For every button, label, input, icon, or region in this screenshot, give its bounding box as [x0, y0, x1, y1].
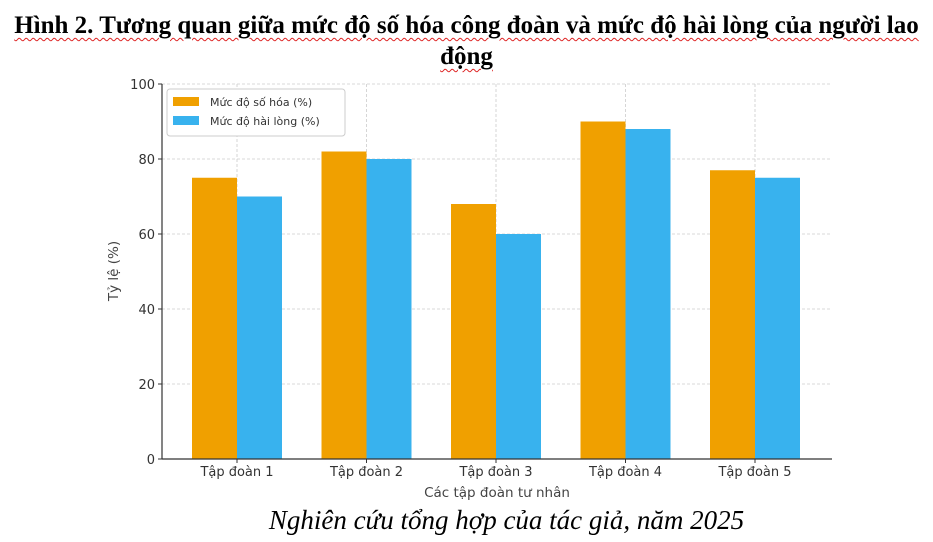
source-caption: Nghiên cứu tổng hợp của tác giả, năm 202… — [268, 505, 745, 535]
bar-digitalization — [321, 151, 367, 459]
figure-heading: Hình 2. Tương quan giữa mức độ số hóa cô… — [0, 10, 933, 72]
bar-digitalization — [451, 204, 496, 459]
y-tick-label: 20 — [138, 378, 155, 393]
legend-swatch — [173, 97, 199, 106]
legend-box — [166, 88, 346, 137]
figure-heading-text: Hình 2. Tương quan giữa mức độ số hóa cô… — [14, 12, 919, 70]
legend-label: Mức độ số hóa (%) — [210, 96, 312, 109]
bar-satisfaction — [237, 196, 282, 459]
y-tick-label: 0 — [147, 453, 155, 468]
legend-label: Mức độ hài lòng (%) — [210, 115, 320, 128]
x-tick-label: Tập đoàn 4 — [588, 465, 662, 480]
bar-digitalization — [580, 121, 626, 459]
x-tick-label: Tập đoàn 1 — [199, 465, 273, 480]
y-tick-label: 60 — [138, 228, 155, 243]
bar-digitalization — [192, 177, 237, 459]
y-tick-label: 80 — [138, 153, 155, 168]
legend-swatch — [173, 116, 199, 125]
x-axis-label: Các tập đoàn tư nhân — [424, 485, 570, 501]
x-tick-label: Tập đoàn 5 — [717, 465, 791, 480]
x-tick-label: Tập đoàn 2 — [329, 465, 403, 480]
bar-satisfaction — [625, 129, 671, 459]
y-axis-label: Tỷ lệ (%) — [106, 241, 122, 302]
x-tick-label: Tập đoàn 3 — [458, 465, 532, 480]
y-tick-label: 100 — [130, 78, 155, 93]
bar-digitalization — [710, 170, 755, 459]
bar-satisfaction — [496, 234, 541, 459]
bar-satisfaction — [366, 159, 412, 459]
bar-satisfaction — [755, 177, 800, 459]
y-tick-label: 40 — [138, 303, 155, 318]
